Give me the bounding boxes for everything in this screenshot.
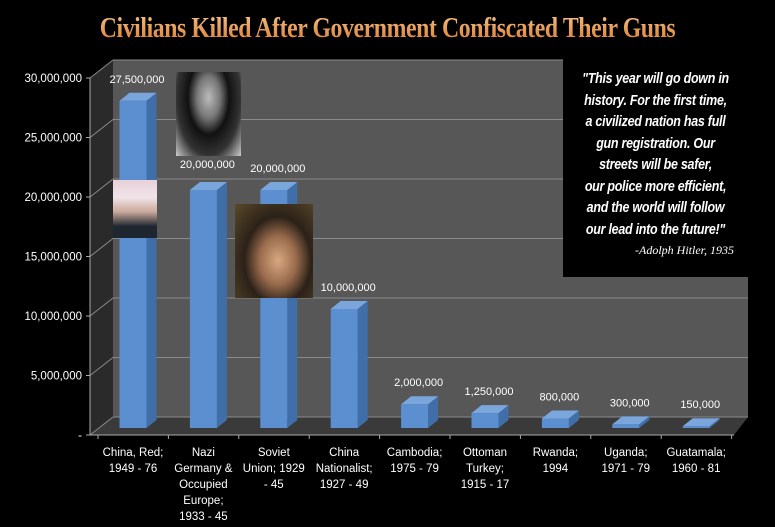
bar [471, 413, 499, 428]
x-axis-label: Uganda; 1971 - 79 [601, 447, 651, 475]
data-label: 800,000 [540, 391, 580, 403]
bar [189, 190, 217, 428]
x-axis-label: Ottoman Turkey; 1915 - 17 [460, 447, 510, 491]
data-label: 1,250,000 [465, 386, 514, 398]
portrait-hitler [176, 72, 241, 156]
data-label: 20,000,000 [250, 163, 305, 175]
data-label: 20,000,000 [180, 159, 235, 171]
x-axis-label: Soviet Union; 1929 - 45 [242, 447, 305, 491]
x-axis-label: Rwanda; 1994 [532, 447, 579, 475]
gridline-side [89, 119, 114, 138]
bar-side [709, 418, 720, 428]
bar [401, 404, 429, 428]
bar [541, 418, 569, 428]
chart-title: Civilians Killed After Government Confis… [70, 12, 706, 45]
y-tick-label: 20,000,000 [24, 192, 82, 204]
portrait-stalin [235, 204, 313, 298]
bar-side [216, 182, 227, 428]
x-axis-label: Guatamala; 1960 - 81 [666, 447, 726, 475]
bar-side [498, 405, 509, 428]
gridline-side [89, 416, 114, 436]
x-axis-label: Cambodia; 1975 - 79 [386, 447, 443, 475]
y-tick-label: 5,000,000 [31, 371, 82, 383]
bar-top [189, 182, 227, 190]
y-tick-label: 15,000,000 [24, 252, 82, 264]
y-tick-label: 30,000,000 [24, 73, 82, 85]
bar [682, 426, 710, 428]
data-label: 300,000 [610, 397, 650, 409]
bar-side [146, 92, 157, 428]
bar-side [568, 410, 579, 428]
bar-top [612, 416, 650, 425]
gridline-side [89, 59, 114, 79]
bar-top [119, 92, 157, 101]
gridline-side [89, 297, 114, 317]
data-label: 10,000,000 [321, 282, 376, 294]
bar [119, 100, 147, 428]
y-tick-label: 25,000,000 [24, 133, 82, 145]
bar-top [260, 182, 298, 190]
data-label: 27,500,000 [109, 74, 164, 86]
quote-box: "This year will go down in history. For … [563, 59, 748, 277]
y-tick-label: - [78, 430, 82, 442]
bar [612, 424, 640, 428]
portrait-mao [113, 180, 157, 238]
data-label: 2,000,000 [394, 377, 443, 389]
bar-top [471, 405, 509, 414]
quote-text: "This year will go down in history. For … [582, 71, 729, 238]
gridline-side [89, 178, 114, 198]
bar-side [428, 396, 439, 428]
quote-attribution: -Adolph Hitler, 1935 [635, 243, 734, 257]
data-label: 150,000 [680, 399, 720, 411]
y-tick-label: 10,000,000 [24, 311, 82, 323]
bar-top [541, 410, 579, 419]
bar-top [401, 396, 439, 405]
gridline-side [89, 238, 114, 257]
bar-side [357, 301, 368, 428]
x-axis-label: China, Red; 1949 - 76 [102, 447, 164, 475]
bar-top [330, 301, 368, 309]
x-axis-label: China Nationalist; 1927 - 49 [315, 447, 373, 491]
bar-side [639, 416, 650, 428]
x-axis-label: Nazi Germany & Occupied Europe; 1933 - 4… [174, 447, 233, 523]
bar-top [682, 418, 720, 427]
bar [330, 309, 358, 428]
gridline-side [89, 357, 114, 376]
